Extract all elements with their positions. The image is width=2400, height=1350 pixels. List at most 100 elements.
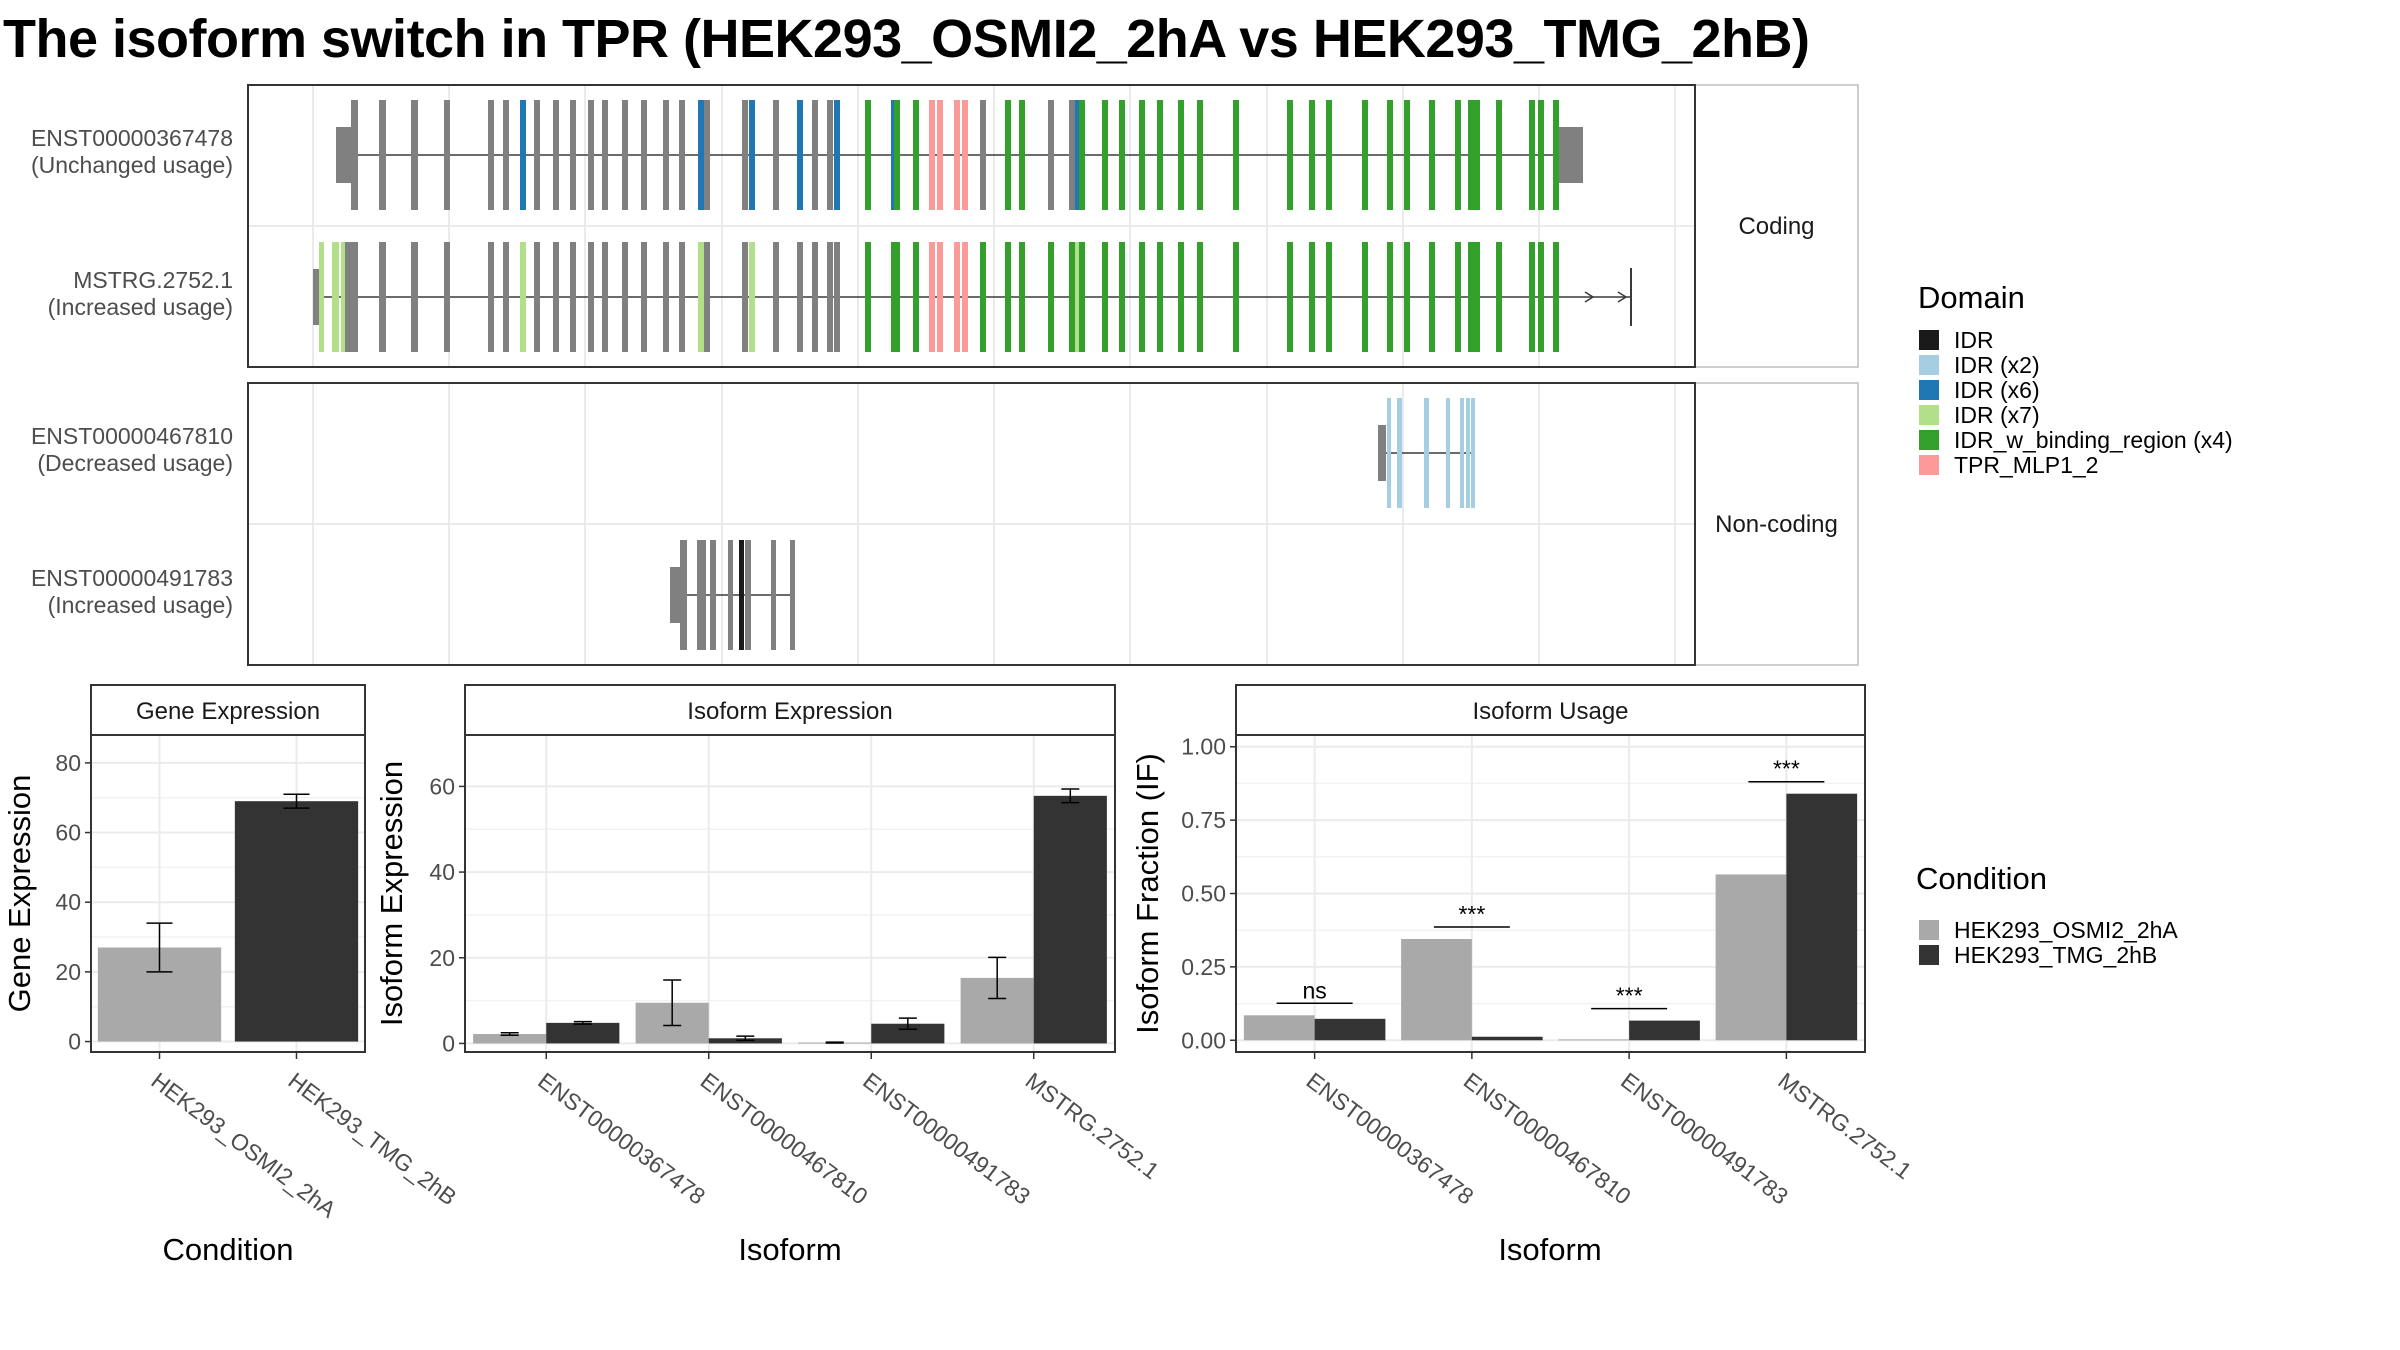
exon-block [834,242,840,352]
bar-hek293_tmg_2hb [1033,795,1107,1044]
exon-block [1075,242,1080,352]
domain-legend-swatch [1919,455,1939,475]
bar-hek293_tmg_2hb [1471,1036,1543,1041]
bar-hek293_tmg_2hb [546,1022,620,1044]
exon-block [379,242,386,352]
exon-block [1005,242,1011,352]
bar-hek293_tmg_2hb [871,1023,945,1044]
y-tick-label: 40 [55,889,81,915]
y-tick-label: 0 [68,1029,81,1055]
significance-label: ns [1302,977,1326,1003]
exon-block [1387,100,1393,210]
exon-block [319,242,324,352]
domain-legend-swatch [1919,330,1939,350]
y-axis-title: Gene Expression [2,775,37,1013]
exon-block [1233,242,1239,352]
utr-exon [670,567,682,623]
exon-block [1468,242,1474,352]
x-tick-label: ENST00000367478 [1302,1067,1479,1209]
domain-legend-swatch [1919,355,1939,375]
domain-legend-label: IDR (x7) [1954,402,2040,428]
direction-arrow [1617,291,1628,303]
chart-strip [1235,684,1866,736]
exon-block [749,100,755,210]
exon-block [710,540,716,650]
y-axis-title: Isoform Fraction (IF) [1130,753,1165,1034]
exon-block [411,100,418,210]
exon-block [488,242,494,352]
exon-block [1119,100,1125,210]
exon-block [745,540,751,650]
domain-legend-swatch [1919,380,1939,400]
domain-legend-label: IDR [1954,327,1994,353]
y-tick-label: 80 [55,750,81,776]
exon-block [812,242,818,352]
bar-hek293_osmi2_2ha [1715,874,1787,1041]
exon-block [929,100,935,210]
exon-block [622,242,628,352]
exon-block [834,100,840,210]
exon-block [698,242,704,352]
domain-legend-label: IDR (x6) [1954,377,2040,403]
exon-block [937,100,943,210]
exon-block [1139,100,1145,210]
exon-block [1326,100,1332,210]
exon-block [1287,242,1293,352]
exon-block [827,100,833,210]
exon-block [1429,242,1435,352]
bar-hek293_osmi2_2ha [473,1034,547,1044]
exon-block [954,100,960,210]
exon-block [1429,100,1435,210]
exon-block [1326,242,1332,352]
exon-block [1178,242,1184,352]
exon-block [1404,100,1410,210]
exon-block [520,242,526,352]
exon-block [894,100,900,210]
exon-block [1553,242,1559,352]
exon-block [1529,100,1535,210]
condition-legend-label: HEK293_TMG_2hB [1954,942,2157,968]
y-tick-label: 1.00 [1181,734,1226,760]
domain-legend-swatch [1919,405,1939,425]
exon-block [488,100,494,210]
bar-hek293_tmg_2hb [1786,793,1858,1041]
exon-block [1069,242,1075,352]
exon-block [1079,242,1085,352]
significance-label: *** [1616,983,1643,1009]
exon-block [937,242,943,352]
exon-block [641,242,647,352]
exon-block [728,540,733,650]
y-tick-label: 60 [429,773,455,799]
chart-strip-label: Isoform Usage [1472,698,1628,725]
exon-block [1197,100,1203,210]
exon-block [534,242,540,352]
transcript-id-label: MSTRG.2752.1 [73,267,233,293]
exon-block [1119,242,1125,352]
exon-block [553,242,559,352]
exon-block [1455,100,1461,210]
exon-block [1287,100,1293,210]
exon-block [1005,100,1011,210]
exon-block [1178,100,1184,210]
exon-block [570,242,576,352]
exon-block [797,242,803,352]
exon-block [602,242,608,352]
y-axis-title: Isoform Expression [374,761,409,1026]
track-panel-border [247,382,1696,666]
exon-block [1455,242,1461,352]
exon-block [520,100,526,210]
facet-strip-label: Non-coding [1715,511,1838,538]
exon-block [1446,398,1450,508]
bar-hek293_tmg_2hb [1314,1018,1386,1041]
exon-block [865,100,871,210]
exon-block [773,100,779,210]
exon-block [1474,242,1480,352]
exon-block [1233,100,1239,210]
exon-block [588,242,594,352]
chart-strip [90,684,366,736]
exon-block [1474,100,1480,210]
exon-block [641,100,647,210]
facet-strip [1694,382,1859,666]
x-axis-title: Isoform [738,1232,841,1267]
y-tick-label: 0.25 [1181,954,1226,980]
